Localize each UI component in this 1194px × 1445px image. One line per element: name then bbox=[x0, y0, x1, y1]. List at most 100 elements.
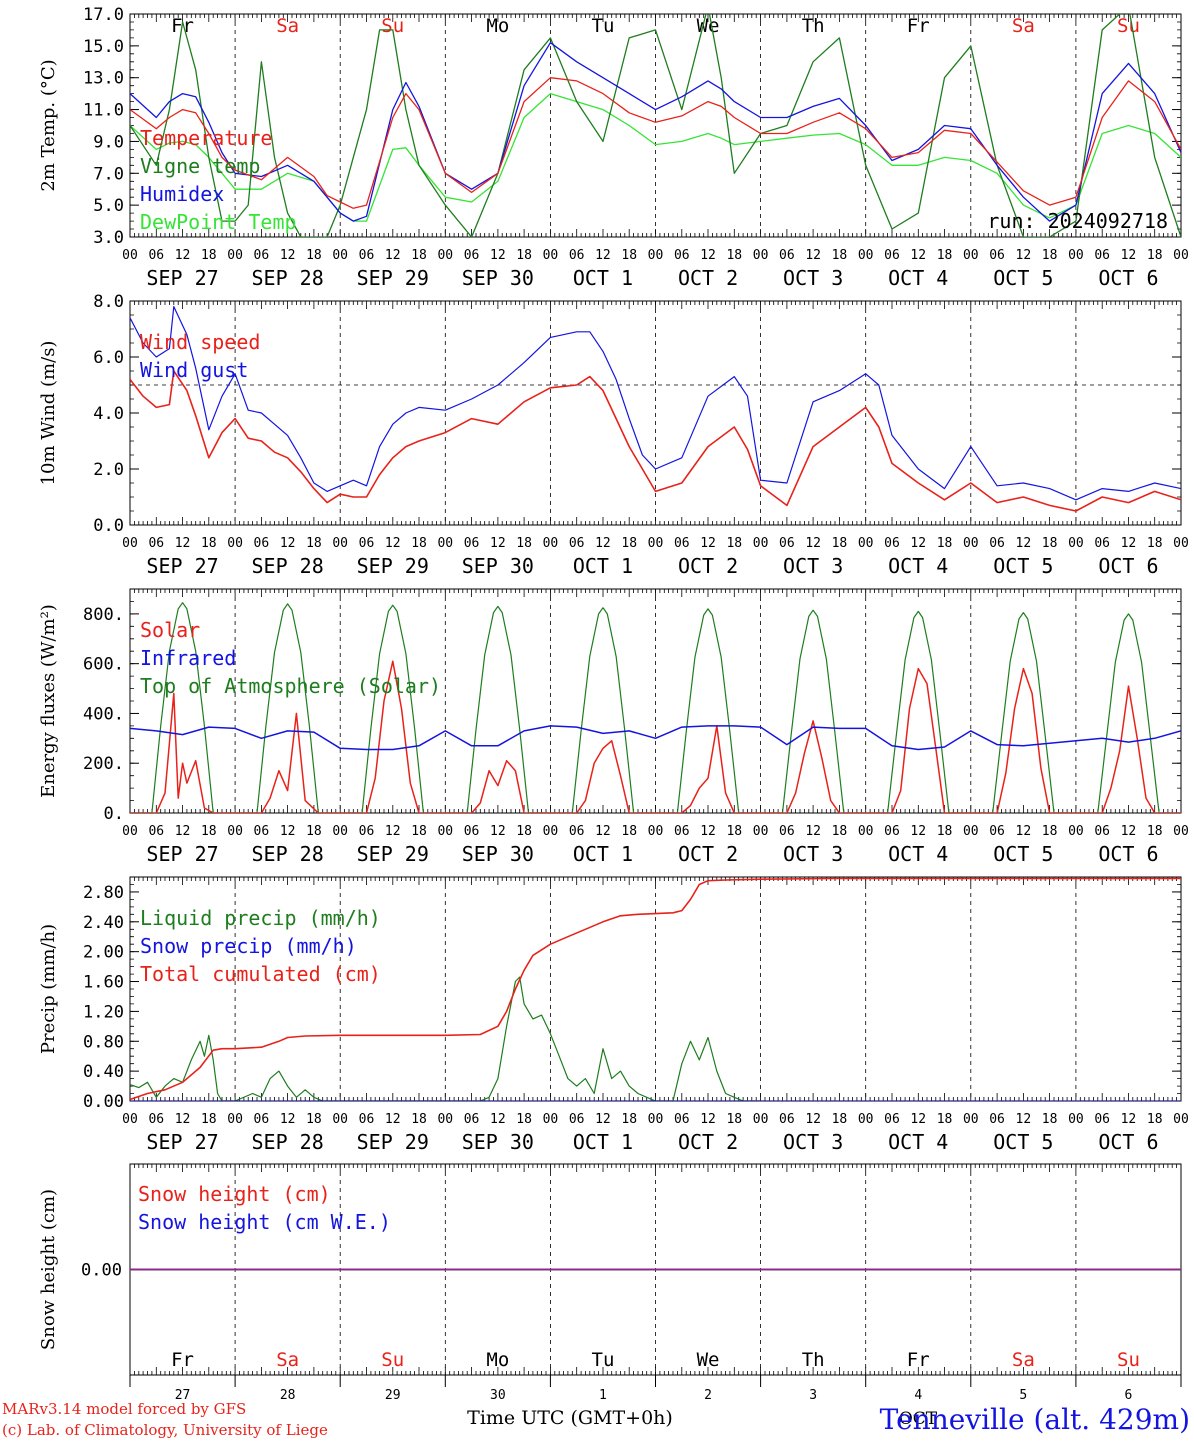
temp-date-label: OCT 2 bbox=[678, 266, 738, 290]
legend-entry: Top of Atmosphere (Solar) bbox=[140, 674, 441, 698]
precip-hour-label: 06 bbox=[989, 1112, 1005, 1127]
precip-hour-label: 18 bbox=[306, 1112, 322, 1127]
series-dewpoint-temp bbox=[130, 92, 1181, 222]
bottom-day-ticks bbox=[129, 1375, 1182, 1387]
temp-y-tick-label: 13.0 bbox=[83, 69, 124, 89]
flux-hour-label: 18 bbox=[411, 824, 427, 839]
wind-hour-label: 18 bbox=[1147, 536, 1163, 551]
legend-entry: Total cumulated (cm) bbox=[140, 962, 381, 986]
flux-hour-label: 00 bbox=[332, 824, 348, 839]
wind-hour-label: 00 bbox=[648, 536, 664, 551]
wind-hour-label: 06 bbox=[884, 536, 900, 551]
flux-hour-label: 00 bbox=[753, 824, 769, 839]
legend-entry: DewPoint Temp bbox=[140, 210, 297, 234]
temp-hour-label: 06 bbox=[1094, 248, 1110, 263]
flux-hour-label: 18 bbox=[726, 824, 742, 839]
precip-hour-label: 00 bbox=[963, 1112, 979, 1127]
wind-hour-label: 00 bbox=[753, 536, 769, 551]
flux-hour-label: 06 bbox=[148, 824, 164, 839]
legend-entry: Solar bbox=[140, 618, 200, 642]
panel-temp: 3.0 5.0 7.0 9.0 11.0 13.0 15.0 17.0 2m Temp. (°C… bbox=[38, 5, 1189, 290]
wind-hour-label: 00 bbox=[1068, 536, 1084, 551]
precip-hour-label: 12 bbox=[1121, 1112, 1137, 1127]
wind-y-tick-label: 4.0 bbox=[93, 404, 124, 424]
wind-hour-label: 06 bbox=[464, 536, 480, 551]
bottom-weekday-label: Sa bbox=[276, 1349, 299, 1371]
bottom-day-number: 1 bbox=[599, 1388, 607, 1403]
precip-y-tick-label: 0.00 bbox=[83, 1092, 124, 1112]
flux-hour-label: 00 bbox=[437, 824, 453, 839]
bottom-weekday-label: We bbox=[697, 1349, 720, 1371]
flux-hour-label: 00 bbox=[963, 824, 979, 839]
temp-hour-label: 00 bbox=[332, 248, 348, 263]
precip-hour-label: 12 bbox=[280, 1112, 296, 1127]
wind-hour-label: 00 bbox=[1173, 536, 1189, 551]
flux-date-label: SEP 28 bbox=[252, 842, 324, 866]
wind-hour-label: 12 bbox=[595, 536, 611, 551]
temp-hour-label: 06 bbox=[254, 248, 270, 263]
wind-date-label: OCT 3 bbox=[783, 554, 843, 578]
bottom-weekday-label: Su bbox=[1117, 1349, 1140, 1371]
legend-entry: Liquid precip (mm/h) bbox=[140, 906, 381, 930]
precip-y-tick-label: 2.40 bbox=[83, 913, 124, 933]
precip-date-label: OCT 5 bbox=[993, 1130, 1053, 1154]
wind-hour-label: 18 bbox=[1042, 536, 1058, 551]
panel-flux: 0. 200. 400. 600. 800. Energy fluxes (W/m²) 00… bbox=[38, 588, 1189, 866]
flux-date-label: OCT 6 bbox=[1098, 842, 1158, 866]
series-humidex bbox=[130, 42, 1181, 222]
wind-hour-label: 00 bbox=[227, 536, 243, 551]
legend-entry: Snow height (cm) bbox=[138, 1182, 331, 1206]
temp-y-tick-label: 11.0 bbox=[83, 101, 124, 121]
wind-hour-label: 18 bbox=[411, 536, 427, 551]
temp-hour-label: 00 bbox=[227, 248, 243, 263]
flux-hour-label: 12 bbox=[385, 824, 401, 839]
precip-hour-label: 00 bbox=[122, 1112, 138, 1127]
temp-hour-label: 12 bbox=[805, 248, 821, 263]
precip-hour-label: 00 bbox=[648, 1112, 664, 1127]
legend-entry: Humidex bbox=[140, 182, 224, 206]
precip-y-tick-label: 0.80 bbox=[83, 1032, 124, 1052]
temp-date-label: OCT 6 bbox=[1098, 266, 1158, 290]
wind-y-tick-label: 6.0 bbox=[93, 348, 124, 368]
flux-hour-label: 12 bbox=[1016, 824, 1032, 839]
precip-date-label: OCT 6 bbox=[1098, 1130, 1158, 1154]
bottom-day-number: 6 bbox=[1125, 1388, 1133, 1403]
wind-hour-label: 06 bbox=[569, 536, 585, 551]
flux-hour-label: 00 bbox=[858, 824, 874, 839]
temp-hour-label: 12 bbox=[1121, 248, 1137, 263]
wind-hour-label: 06 bbox=[674, 536, 690, 551]
flux-hour-label: 18 bbox=[832, 824, 848, 839]
x-axis-title: Time UTC (GMT+0h) bbox=[467, 1407, 673, 1429]
temp-hour-label: 00 bbox=[858, 248, 874, 263]
precip-hour-label: 18 bbox=[201, 1112, 217, 1127]
temp-date-label: OCT 4 bbox=[888, 266, 948, 290]
temp-date-label: SEP 27 bbox=[146, 266, 218, 290]
wind-hour-label: 12 bbox=[490, 536, 506, 551]
wind-y-tick-label: 8.0 bbox=[93, 292, 124, 312]
legend-entry: Wind speed bbox=[140, 330, 260, 354]
temp-hour-label: 00 bbox=[1068, 248, 1084, 263]
bottom-weekday-label: Mo bbox=[486, 1349, 509, 1371]
bottom-weekday-label: Tu bbox=[592, 1349, 615, 1371]
temp-hour-label: 18 bbox=[201, 248, 217, 263]
bottom-day-number: 27 bbox=[175, 1388, 191, 1403]
weekday-label: Sa bbox=[276, 15, 299, 37]
temp-hour-label: 18 bbox=[832, 248, 848, 263]
temp-hour-label: 12 bbox=[280, 248, 296, 263]
flux-hour-label: 18 bbox=[937, 824, 953, 839]
wind-hour-label: 06 bbox=[359, 536, 375, 551]
flux-date-label: OCT 5 bbox=[993, 842, 1053, 866]
precip-hour-label: 18 bbox=[516, 1112, 532, 1127]
bottom-day-number: 2 bbox=[704, 1388, 712, 1403]
temp-hour-label: 12 bbox=[175, 248, 191, 263]
precip-date-label: OCT 3 bbox=[783, 1130, 843, 1154]
weekday-label: Th bbox=[802, 15, 825, 37]
flux-hour-label: 18 bbox=[306, 824, 322, 839]
temp-hour-label: 00 bbox=[122, 248, 138, 263]
temp-date-label: SEP 29 bbox=[357, 266, 429, 290]
flux-y-tick-label: 800. bbox=[83, 605, 124, 625]
precip-hour-label: 06 bbox=[464, 1112, 480, 1127]
weekday-label: Tu bbox=[592, 15, 615, 37]
precip-hour-label: 12 bbox=[595, 1112, 611, 1127]
